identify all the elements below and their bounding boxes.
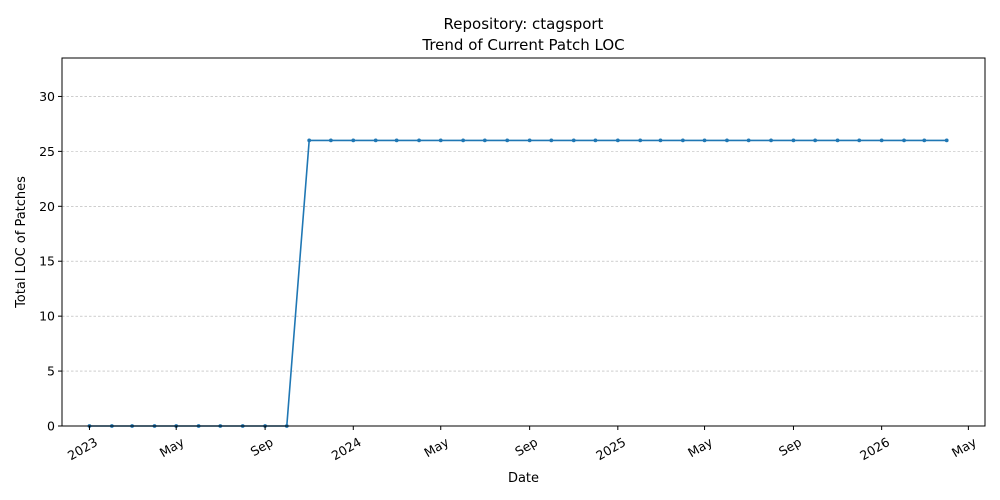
y-axis-label: Total LOC of Patches (14, 176, 29, 309)
x-tick-label: May (421, 434, 451, 460)
data-point (725, 138, 729, 143)
x-tick-label: 2026 (857, 434, 892, 463)
data-point (879, 138, 884, 143)
x-tick-label: May (949, 434, 979, 460)
data-point (328, 138, 333, 143)
series-line (89, 139, 947, 427)
series-line-path (89, 139, 947, 427)
y-tick-label: 30 (39, 89, 55, 104)
y-tick-label: 5 (47, 364, 55, 379)
x-axis-ticks: 2023 May Sep 2024 May Sep 2025 May Sep 2026 May (65, 426, 979, 463)
data-point (417, 138, 421, 143)
y-tick-label: 0 (47, 419, 55, 434)
data-point (351, 138, 356, 143)
y-tick-label: 20 (39, 199, 55, 214)
x-tick-label: Sep (512, 434, 540, 459)
data-point (638, 138, 643, 143)
x-axis-label: Date (508, 471, 539, 486)
data-point (835, 138, 840, 143)
y-axis-ticks: 0 5 10 15 20 25 30 (39, 89, 62, 434)
chart-title-line2: Trend of Current Patch LOC (421, 36, 624, 54)
x-tick-label: 2025 (593, 434, 628, 463)
x-tick-label: Sep (248, 434, 276, 459)
data-point (394, 138, 399, 143)
y-tick-label: 15 (39, 254, 55, 269)
data-point (769, 138, 773, 143)
data-point (902, 138, 906, 143)
data-point (702, 138, 707, 143)
grid-lines (62, 96, 985, 372)
plot-frame (61, 57, 986, 427)
data-point (680, 138, 685, 143)
x-tick-label: Sep (776, 434, 804, 459)
data-point (549, 138, 554, 143)
y-tick-label: 25 (39, 144, 55, 159)
x-tick-label: 2023 (65, 434, 100, 463)
data-point (505, 138, 510, 143)
data-point (461, 138, 466, 143)
chart-title-line1: Repository: ctagsport (444, 15, 604, 33)
data-point (791, 138, 796, 143)
data-point (615, 138, 620, 143)
data-point (746, 138, 751, 143)
x-tick-label: May (685, 434, 715, 460)
data-point (571, 138, 576, 143)
x-tick-label: 2024 (329, 434, 364, 463)
y-tick-label: 10 (39, 309, 55, 324)
data-point (438, 138, 443, 143)
data-point (813, 138, 818, 143)
data-point (593, 138, 598, 143)
data-point (658, 138, 663, 143)
data-point (482, 138, 487, 143)
data-point (307, 138, 312, 143)
data-point (373, 138, 378, 143)
data-points (87, 138, 949, 428)
x-tick-label: May (157, 434, 187, 460)
data-point (857, 138, 862, 143)
data-point (527, 138, 532, 143)
data-point (944, 138, 949, 143)
data-point (922, 138, 927, 143)
